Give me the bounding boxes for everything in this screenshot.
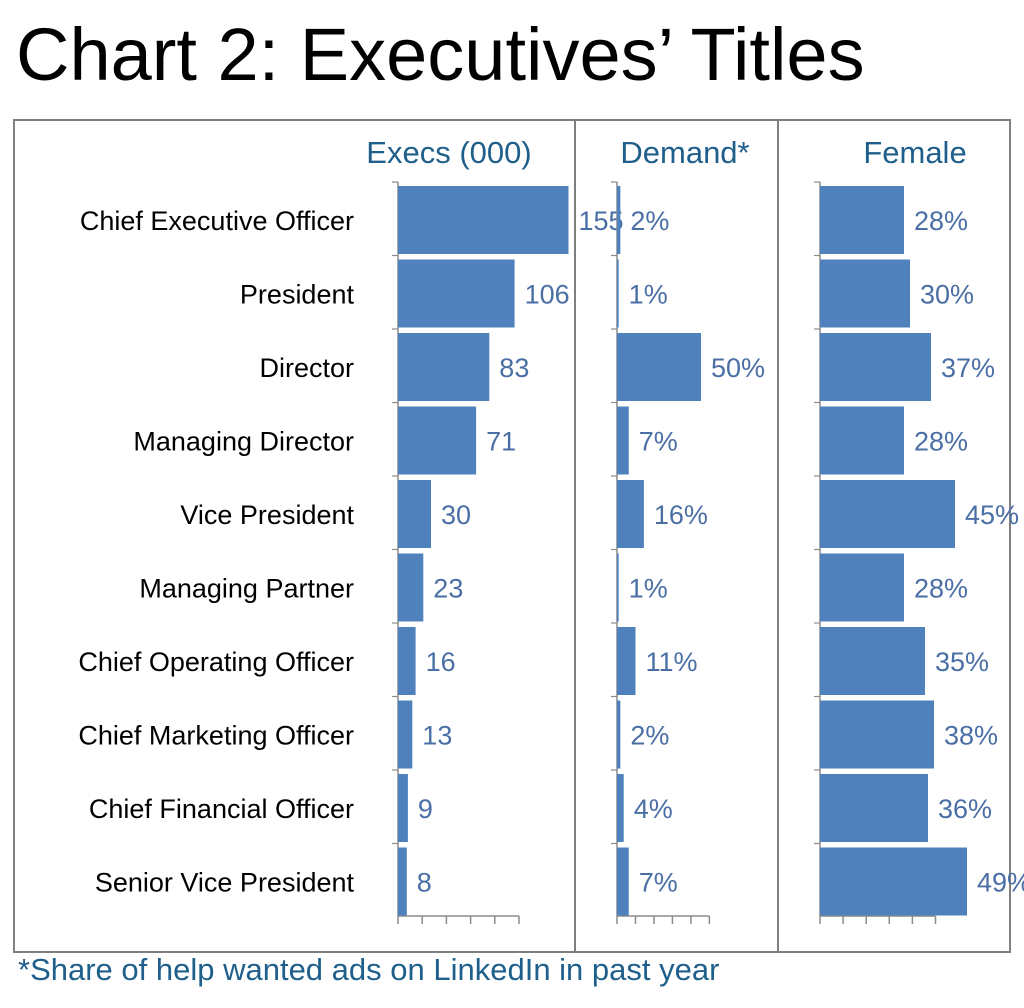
category-label: Chief Executive Officer [80, 206, 354, 236]
bar [398, 333, 490, 401]
bar [820, 847, 967, 916]
series-panel: Execs (000) 155 106 83 71 30 23 16 13 9 8 [366, 135, 624, 924]
bar [820, 259, 910, 328]
data-label: 30% [920, 280, 974, 310]
category-label: Managing Partner [139, 574, 354, 604]
data-label: 35% [935, 647, 989, 677]
bar [820, 774, 928, 842]
bar [398, 480, 431, 548]
bar [820, 480, 955, 548]
data-label: 7% [639, 868, 678, 898]
bar [617, 847, 629, 916]
category-label: Chief Financial Officer [89, 794, 354, 824]
series-header: Demand* [620, 135, 749, 170]
bar [398, 406, 477, 475]
chart-panels: Execs (000) 155 106 83 71 30 23 16 13 9 8 Demand* 2%… [366, 135, 1024, 924]
data-label: 49% [977, 868, 1024, 898]
bar [398, 259, 515, 328]
category-label: Senior Vice President [95, 868, 355, 898]
data-label: 106 [525, 280, 570, 310]
bar [820, 627, 925, 695]
chart-frame [13, 119, 1011, 953]
category-labels: Chief Executive Officer President Director… [78, 206, 354, 898]
panel-frames [13, 119, 1011, 953]
chart-title: Chart 2: Executives’ Titles [16, 13, 865, 96]
bar [617, 186, 621, 254]
bar [617, 774, 624, 842]
series-header: Female [863, 135, 966, 170]
bar [820, 406, 904, 475]
bar [617, 553, 619, 622]
data-label: 50% [711, 353, 765, 383]
data-label: 1% [629, 280, 668, 310]
data-label: 9 [418, 794, 433, 824]
series-header: Execs (000) [366, 135, 531, 170]
bar [398, 627, 416, 695]
data-label: 23 [433, 574, 463, 604]
bar [398, 553, 424, 622]
data-label: 71 [486, 427, 516, 457]
bar [398, 847, 407, 916]
data-label: 38% [944, 721, 998, 751]
data-label: 11% [645, 647, 697, 677]
data-label: 13 [422, 721, 452, 751]
data-label: 45% [965, 500, 1019, 530]
data-label: 2% [630, 206, 669, 236]
data-label: 4% [634, 794, 673, 824]
data-label: 83 [499, 353, 529, 383]
category-label: Chief Operating Officer [78, 647, 354, 677]
bar [617, 259, 619, 328]
category-label: Vice President [180, 500, 354, 530]
data-label: 1% [629, 574, 668, 604]
data-label: 30 [441, 500, 471, 530]
bar [820, 333, 931, 401]
category-label: President [240, 280, 355, 310]
series-panel: Demand* 2% 1% 50% 7% 16% 1% 11% 2% 4% 7% [611, 135, 765, 924]
data-label: 16% [654, 500, 708, 530]
data-label: 2% [630, 721, 669, 751]
bar [617, 333, 701, 401]
series-panel: Female 28% 30% 37% 28% 45% 28% 35% 38% 36% 49% [814, 135, 1024, 924]
data-label: 28% [914, 427, 968, 457]
data-label: 36% [938, 794, 992, 824]
bar [820, 553, 904, 622]
data-label: 155 [579, 206, 624, 236]
bar [617, 627, 636, 695]
category-label: Managing Director [133, 427, 354, 457]
bar [617, 700, 621, 769]
data-label: 37% [941, 353, 995, 383]
data-label: 28% [914, 206, 968, 236]
bar [398, 700, 413, 769]
category-label: Chief Marketing Officer [78, 721, 354, 751]
bar [398, 774, 408, 842]
bar [617, 480, 644, 548]
data-label: 7% [639, 427, 678, 457]
data-label: 8 [417, 868, 432, 898]
bar [820, 700, 934, 769]
data-label: 16 [426, 647, 456, 677]
bar [617, 406, 629, 475]
bar [820, 186, 904, 254]
category-label: Director [259, 353, 354, 383]
data-label: 28% [914, 574, 968, 604]
footnote: *Share of help wanted ads on LinkedIn in… [18, 952, 720, 987]
bar [398, 186, 569, 254]
